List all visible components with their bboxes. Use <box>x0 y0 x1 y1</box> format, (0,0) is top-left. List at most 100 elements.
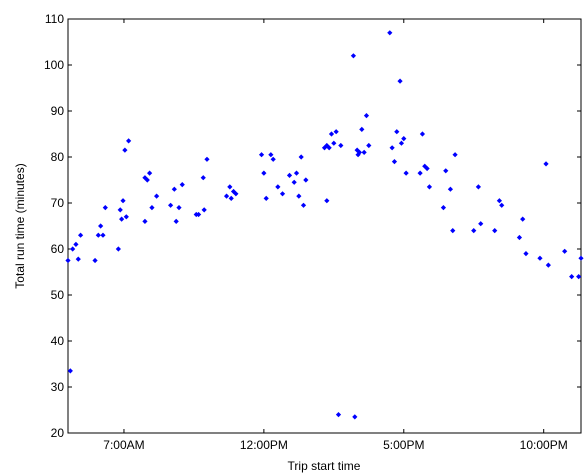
data-point <box>352 414 358 420</box>
data-point <box>398 140 405 146</box>
data-point <box>147 170 153 176</box>
data-point <box>424 165 430 172</box>
data-point <box>389 145 395 151</box>
data-point <box>333 129 339 135</box>
data-point <box>154 193 160 199</box>
y-tick-label: 90 <box>51 104 65 118</box>
x-tick-label: 7:00AM <box>103 438 144 452</box>
data-point <box>298 154 304 160</box>
y-axis: 20 30 40 50 60 70 80 90 100 110 <box>44 12 581 440</box>
data-point <box>98 223 104 229</box>
data-point <box>576 274 582 280</box>
data-point <box>419 131 426 137</box>
data-point <box>450 228 456 234</box>
data-point <box>499 202 505 208</box>
data-point <box>67 368 73 374</box>
data-point <box>475 184 481 190</box>
x-tick-label: 10:00PM <box>520 438 568 452</box>
data-point <box>335 412 342 418</box>
data-point <box>149 205 155 211</box>
y-tick-label: 100 <box>44 58 64 72</box>
data-point <box>268 152 274 158</box>
data-point <box>303 177 309 183</box>
y-axis-title: Total run time (minutes) <box>13 163 27 288</box>
data-point <box>126 138 132 144</box>
data-point <box>77 232 84 238</box>
y-tick-label: 30 <box>51 380 65 394</box>
data-point <box>443 168 449 174</box>
data-point <box>115 246 121 252</box>
data-point <box>95 232 101 238</box>
data-point <box>293 170 300 176</box>
data-point <box>296 193 302 199</box>
y-tick-label: 70 <box>51 196 65 210</box>
data-point <box>258 152 265 158</box>
data-point <box>275 184 281 190</box>
data-point <box>440 205 447 211</box>
x-tick-label: 5:00PM <box>383 438 424 452</box>
data-point <box>286 172 293 178</box>
data-point <box>328 131 335 137</box>
data-point <box>426 184 433 190</box>
data-point <box>261 170 267 176</box>
data-point <box>324 198 330 204</box>
data-point <box>350 53 357 59</box>
data-point <box>176 205 182 211</box>
data-point <box>545 262 551 268</box>
x-axis-title: Trip start time <box>288 459 361 473</box>
data-point <box>263 195 269 201</box>
data-point <box>338 142 344 149</box>
data-point <box>361 149 367 155</box>
data-point <box>144 177 150 183</box>
data-point <box>92 257 98 264</box>
data-point <box>223 193 230 199</box>
data-point <box>492 228 498 234</box>
data-point <box>102 205 108 211</box>
y-tick-label: 80 <box>51 150 65 164</box>
data-point <box>123 214 129 220</box>
data-point <box>471 228 477 234</box>
data-points <box>65 30 584 420</box>
data-point <box>324 142 330 149</box>
data-point <box>569 274 575 280</box>
data-point <box>227 184 233 190</box>
data-point <box>228 195 234 201</box>
data-point <box>291 179 297 185</box>
data-point <box>496 198 502 204</box>
data-point <box>270 156 276 162</box>
data-point <box>142 218 148 224</box>
data-point <box>279 191 286 197</box>
data-point <box>397 78 403 84</box>
data-point <box>331 140 337 146</box>
x-tick-label: 12:00PM <box>240 438 288 452</box>
y-tick-label: 60 <box>51 242 65 256</box>
data-point <box>578 255 584 261</box>
data-point <box>326 145 332 151</box>
data-point <box>70 246 76 252</box>
data-point <box>168 202 174 208</box>
data-point <box>543 161 549 167</box>
data-point <box>100 232 106 238</box>
data-point <box>523 251 529 257</box>
data-point <box>356 149 363 155</box>
data-point <box>195 211 202 218</box>
data-point <box>179 182 185 188</box>
data-point <box>401 136 407 142</box>
data-point <box>403 170 409 176</box>
y-tick-label: 50 <box>51 288 65 302</box>
x-axis: 7:00AM 12:00PM 5:00PM 10:00PM <box>103 19 568 452</box>
data-point <box>173 218 179 224</box>
y-tick-label: 110 <box>45 12 64 26</box>
data-point <box>516 234 523 241</box>
y-tick-label: 40 <box>51 334 65 348</box>
data-point <box>447 186 454 192</box>
data-point <box>73 241 79 247</box>
data-point <box>562 248 568 254</box>
data-point <box>233 191 239 197</box>
data-point <box>452 152 458 158</box>
data-point <box>120 198 126 204</box>
data-point <box>366 142 372 149</box>
data-point <box>122 147 128 153</box>
data-point <box>394 129 400 135</box>
